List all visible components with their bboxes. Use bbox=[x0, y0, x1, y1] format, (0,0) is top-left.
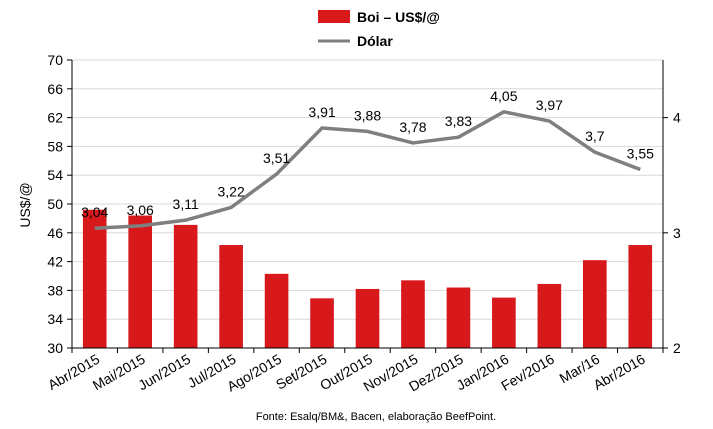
x-tick-label: Fev/2016 bbox=[498, 351, 557, 394]
x-tick-label: Abr/2016 bbox=[591, 351, 648, 393]
bar bbox=[264, 273, 289, 348]
y-axis-title: US$/@ bbox=[17, 182, 33, 227]
y-tick-label: 70 bbox=[47, 52, 63, 68]
y2-tick-label: 2 bbox=[673, 340, 681, 356]
legend: Boi – US$/@ Dólar bbox=[318, 9, 440, 49]
y-tick-label: 38 bbox=[47, 282, 63, 298]
bar bbox=[355, 288, 380, 348]
y-tick-label: 50 bbox=[47, 196, 63, 212]
bar bbox=[401, 280, 425, 348]
legend-swatch-boi bbox=[318, 10, 350, 23]
y2-tick-label: 4 bbox=[673, 110, 681, 126]
bar bbox=[128, 215, 153, 348]
axes bbox=[67, 59, 668, 353]
legend-label-dolar: Dólar bbox=[357, 33, 393, 49]
y-tick-labels: 30 34 38 42 46 50 54 58 62 66 70 bbox=[47, 52, 63, 356]
x-tick-label: Jun/2015 bbox=[135, 351, 193, 394]
legend-label-boi: Boi – US$/@ bbox=[357, 9, 440, 25]
line-series bbox=[94, 110, 641, 230]
line-data-label: 3,7 bbox=[585, 128, 605, 144]
bar bbox=[82, 209, 107, 348]
x-tick-labels: Abr/2015Mai/2015Jun/2015Jul/2015Ago/2015… bbox=[45, 351, 648, 395]
bar-series bbox=[82, 209, 653, 348]
line-data-label: 3,91 bbox=[308, 104, 335, 120]
bar bbox=[446, 287, 471, 348]
line-data-label: 3,88 bbox=[354, 107, 381, 123]
bar bbox=[492, 297, 516, 348]
line-data-label: 3,78 bbox=[399, 119, 426, 135]
bar bbox=[173, 224, 198, 348]
y-tick-label: 54 bbox=[47, 167, 63, 183]
line-data-label: 3,22 bbox=[217, 183, 244, 199]
y-tick-label: 34 bbox=[47, 311, 63, 327]
bar bbox=[537, 283, 562, 348]
y2-tick-labels: 2 3 4 bbox=[673, 110, 681, 356]
bar bbox=[310, 298, 334, 348]
bar bbox=[628, 245, 653, 348]
line-data-label: 3,11 bbox=[173, 196, 199, 212]
line-data-label: 3,55 bbox=[627, 145, 654, 161]
line-data-label: 3,06 bbox=[127, 202, 154, 218]
source-note: Fonte: Esalq/BM&, Bacen, elaboração Beef… bbox=[256, 411, 496, 423]
line-data-label: 3,04 bbox=[81, 204, 108, 220]
y-tick-label: 58 bbox=[47, 138, 63, 154]
y2-tick-label: 3 bbox=[673, 225, 681, 241]
bar bbox=[582, 260, 607, 348]
y-tick-label: 62 bbox=[47, 110, 63, 126]
y-tick-label: 42 bbox=[47, 254, 63, 270]
bar bbox=[219, 245, 243, 348]
grid-lines bbox=[72, 59, 663, 349]
dolar-line bbox=[94, 110, 641, 230]
y-tick-label: 30 bbox=[47, 340, 63, 356]
data-labels: 3,04 3,06 3,11 3,22 3,51 3,91 3,88 3,78 3,83 4,05… bbox=[81, 88, 654, 220]
line-data-label: 3,97 bbox=[536, 97, 563, 113]
line-data-label: 3,51 bbox=[263, 150, 290, 166]
line-data-label: 4,05 bbox=[490, 88, 517, 104]
line-data-label: 3,83 bbox=[445, 113, 472, 129]
y-tick-label: 66 bbox=[47, 81, 63, 97]
y-tick-label: 46 bbox=[47, 225, 63, 241]
